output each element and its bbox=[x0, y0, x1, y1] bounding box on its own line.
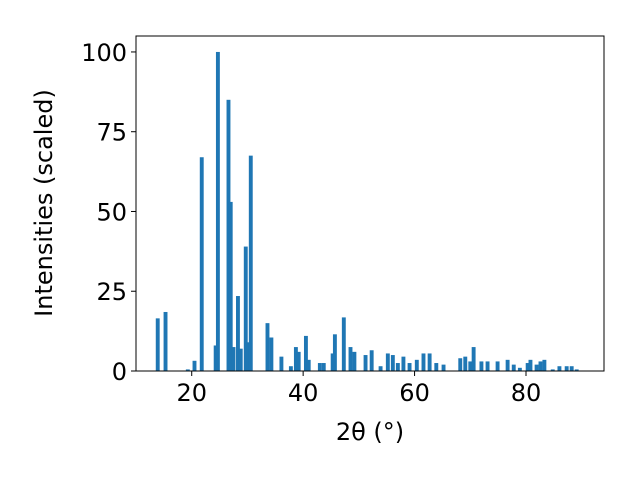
bar bbox=[414, 359, 419, 371]
plot-frame bbox=[135, 35, 605, 372]
bar bbox=[574, 369, 579, 371]
x-tick-label: 20 bbox=[176, 379, 207, 407]
x-axis-label: 2θ (°) bbox=[336, 418, 404, 446]
bar bbox=[296, 351, 301, 371]
y-tick-label: 25 bbox=[96, 278, 127, 306]
bar bbox=[427, 353, 432, 371]
bar bbox=[243, 246, 248, 371]
bar bbox=[369, 350, 374, 371]
bar bbox=[321, 363, 326, 371]
bar bbox=[215, 51, 220, 371]
y-tick-label: 75 bbox=[96, 119, 127, 147]
x-tick-label: 80 bbox=[511, 379, 542, 407]
bar bbox=[213, 345, 218, 371]
bar bbox=[236, 296, 240, 371]
bar bbox=[199, 157, 204, 371]
bar bbox=[238, 348, 243, 371]
bar bbox=[505, 359, 510, 371]
bar bbox=[395, 363, 400, 371]
bar bbox=[407, 363, 412, 371]
bar bbox=[288, 366, 293, 371]
bar bbox=[226, 99, 231, 372]
bar bbox=[348, 347, 353, 371]
bar bbox=[569, 366, 574, 371]
bar bbox=[352, 351, 357, 371]
bar bbox=[542, 359, 547, 371]
bar bbox=[479, 361, 484, 371]
bar bbox=[550, 369, 555, 371]
bar bbox=[163, 311, 168, 371]
bar bbox=[434, 363, 439, 371]
bar bbox=[332, 334, 337, 371]
bar bbox=[231, 347, 236, 371]
bar bbox=[185, 369, 190, 371]
bar bbox=[192, 360, 197, 371]
bar bbox=[511, 364, 516, 371]
bar bbox=[471, 347, 476, 371]
bar bbox=[401, 356, 406, 371]
bar bbox=[330, 353, 335, 371]
bar bbox=[557, 366, 562, 371]
bar bbox=[528, 359, 533, 371]
bar bbox=[363, 355, 368, 371]
bar bbox=[155, 318, 160, 371]
bar bbox=[517, 367, 522, 371]
bar bbox=[390, 355, 395, 371]
bar bbox=[385, 353, 390, 371]
bar bbox=[279, 356, 284, 371]
bar bbox=[538, 361, 543, 371]
y-tick-label: 100 bbox=[81, 39, 127, 67]
bar bbox=[228, 201, 233, 371]
bar bbox=[441, 364, 446, 371]
bar bbox=[421, 353, 426, 371]
bar bbox=[468, 361, 473, 371]
bar bbox=[534, 364, 539, 371]
bar bbox=[378, 366, 383, 371]
bar bbox=[495, 361, 500, 371]
bar bbox=[265, 323, 270, 371]
bar bbox=[317, 363, 322, 371]
bar bbox=[303, 335, 308, 371]
bar bbox=[564, 366, 569, 371]
bar bbox=[269, 337, 274, 371]
bar bbox=[293, 347, 298, 371]
bar bbox=[306, 359, 311, 371]
x-tick-label: 60 bbox=[399, 379, 430, 407]
bar bbox=[485, 361, 490, 371]
bar bbox=[248, 155, 253, 371]
bar bbox=[341, 317, 346, 371]
x-tick-label: 40 bbox=[288, 379, 319, 407]
y-axis-label: Intensities (scaled) bbox=[30, 89, 58, 317]
bar bbox=[463, 356, 468, 371]
y-tick-label: 50 bbox=[96, 198, 127, 226]
bar bbox=[525, 363, 530, 371]
y-tick-label: 0 bbox=[112, 358, 127, 386]
bar bbox=[458, 358, 463, 371]
bar bbox=[246, 342, 251, 371]
